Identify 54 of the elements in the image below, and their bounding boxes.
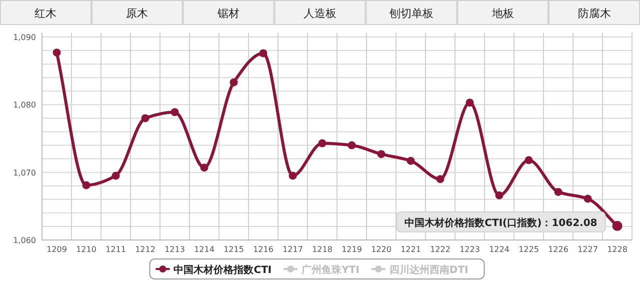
x-tick-label: 1218 xyxy=(312,245,332,254)
text: 刨切单板 xyxy=(389,7,434,20)
point xyxy=(170,108,179,116)
text: 红木 xyxy=(34,7,57,20)
annotation: 中国木材价格指数CTI(口指数)：1062.08 xyxy=(404,216,598,229)
x-tick-label: 1225 xyxy=(518,245,539,254)
point xyxy=(230,78,238,86)
point xyxy=(466,98,474,107)
legend-label: 中国木材价格指数CTI xyxy=(174,264,272,276)
point xyxy=(495,191,504,200)
x-tick-label: 1221 xyxy=(400,245,421,254)
point xyxy=(554,188,562,196)
point xyxy=(82,181,90,190)
x-tick-label: 1215 xyxy=(224,245,244,254)
x-tick-label: 1212 xyxy=(135,245,156,254)
text: 地板 xyxy=(490,7,514,20)
x-tick-label: 1214 xyxy=(194,245,214,254)
point xyxy=(318,139,326,148)
x-tick-label: 1216 xyxy=(253,245,274,254)
x-tick-label: 1213 xyxy=(164,245,185,254)
point xyxy=(348,141,356,150)
text: 原木 xyxy=(126,7,148,20)
point xyxy=(141,114,150,122)
point xyxy=(377,150,386,158)
x-tick-label: 1219 xyxy=(342,245,362,254)
x-tick-label: 1217 xyxy=(282,245,303,254)
point xyxy=(584,194,592,203)
y-tick-label: 1,090 xyxy=(13,33,36,42)
y-tick-label: 1,060 xyxy=(13,236,36,245)
x-tick-label: 1220 xyxy=(371,245,392,254)
x-tick-label: 1226 xyxy=(548,245,568,254)
x-tick-label: 1227 xyxy=(578,245,598,254)
point xyxy=(52,48,61,57)
text: 防腐木 xyxy=(578,7,611,20)
x-tick-label: 1228 xyxy=(607,245,628,254)
point xyxy=(288,172,297,180)
point xyxy=(259,49,268,58)
legend-label: 四川达州西南DTI xyxy=(389,264,468,276)
point xyxy=(436,175,444,184)
legend-label: 广州鱼珠YTI xyxy=(300,264,360,276)
y-tick-label: 1,080 xyxy=(13,100,36,110)
point xyxy=(112,172,120,180)
x-tick-label: 1222 xyxy=(430,245,450,254)
y-tick-label: 1,070 xyxy=(13,168,36,178)
x-tick-label: 1210 xyxy=(76,245,96,254)
point xyxy=(200,164,208,172)
x-tick-label: 1224 xyxy=(489,245,510,254)
x-tick-label: 1209 xyxy=(46,245,67,254)
x-tick-label: 1211 xyxy=(106,245,126,254)
text: 锯材 xyxy=(216,7,240,20)
text: 人造板 xyxy=(304,7,336,20)
x-tick-label: 1223 xyxy=(460,245,480,254)
point xyxy=(524,156,533,164)
point xyxy=(406,156,415,165)
